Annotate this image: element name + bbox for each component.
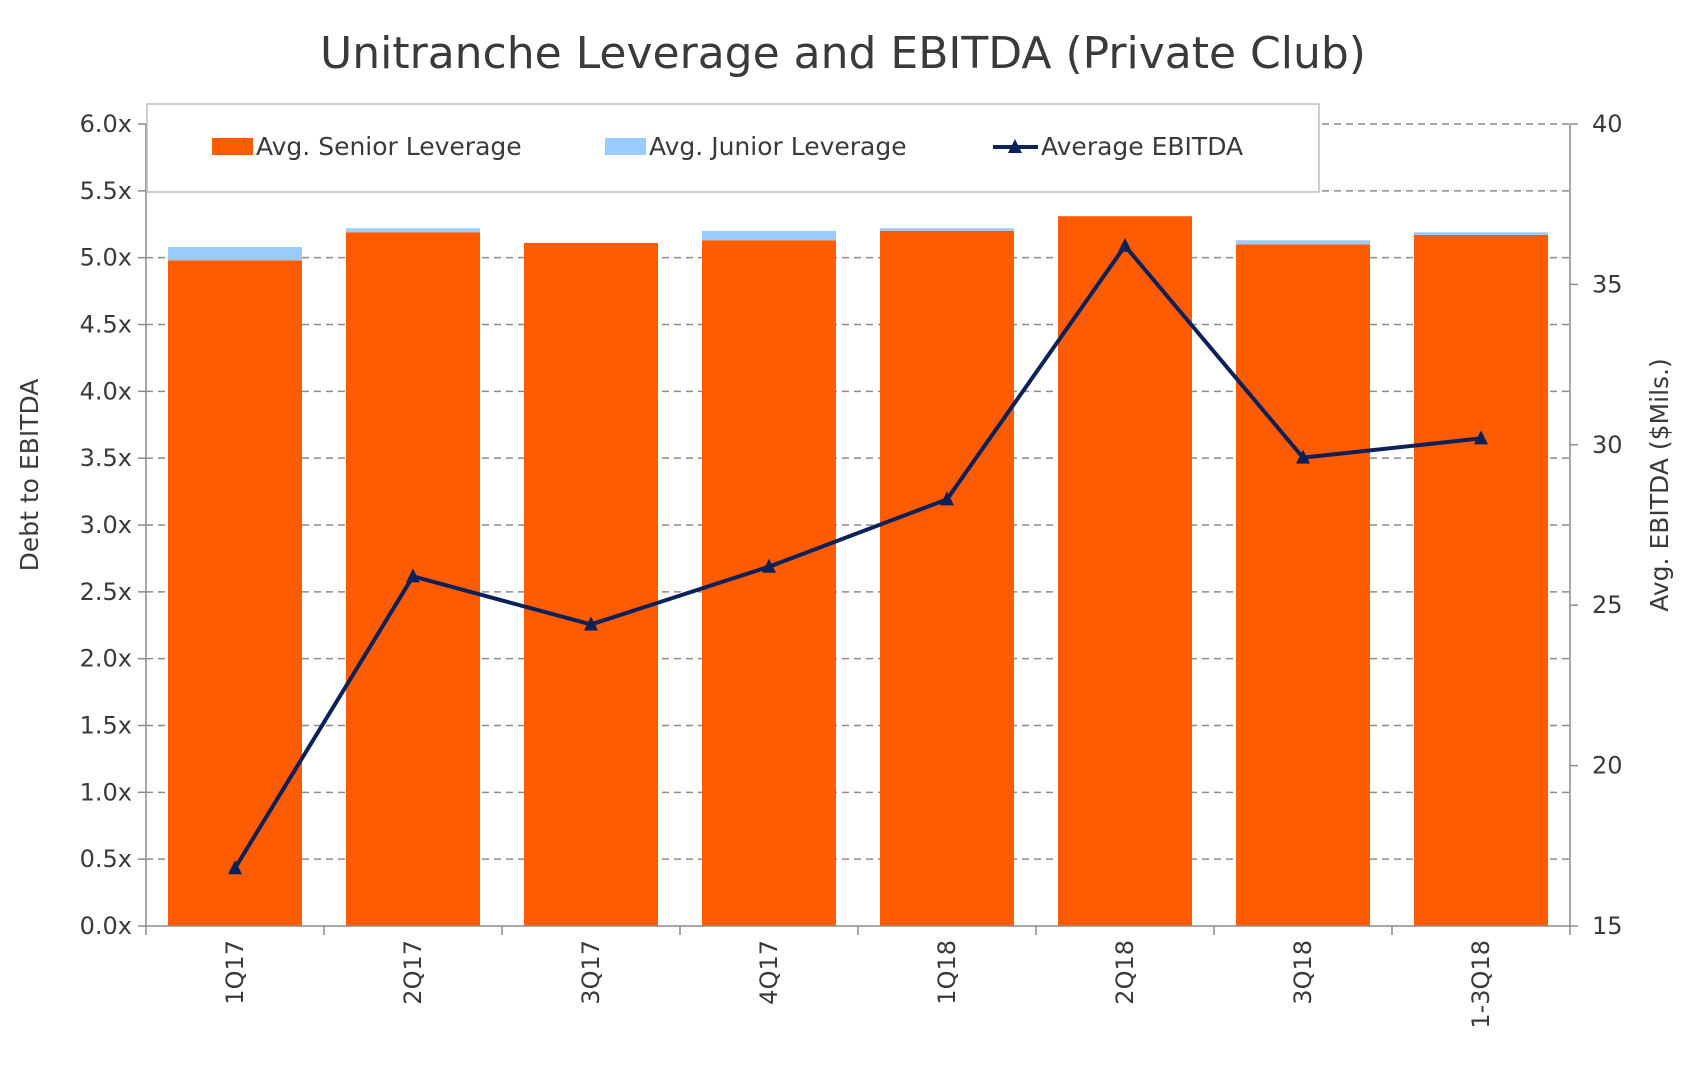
bar-junior-leverage <box>1236 240 1370 245</box>
x-tick-label: 3Q18 <box>1289 940 1317 1005</box>
legend-label-junior: Avg. Junior Leverage <box>649 132 907 161</box>
bar-senior-leverage <box>880 230 1014 926</box>
x-tick-label: 1Q17 <box>221 940 249 1005</box>
bar-senior-leverage <box>524 242 658 927</box>
right-tick-label: 20 <box>1592 752 1623 780</box>
bar-senior-leverage <box>1058 216 1192 927</box>
bar-junior-leverage <box>346 228 480 233</box>
left-tick-label: 4.0x <box>80 377 132 405</box>
left-tick-label: 1.0x <box>80 778 132 806</box>
left-tick-label: 5.5x <box>80 177 132 205</box>
left-tick-label: 6.0x <box>80 110 132 138</box>
bar-senior-leverage <box>168 260 302 927</box>
ebitda-point <box>1474 430 1488 445</box>
ebitda-point <box>1118 237 1132 252</box>
ebitda-point <box>584 616 598 631</box>
x-tick-label: 2Q17 <box>399 940 427 1005</box>
right-tick-label: 15 <box>1592 912 1623 940</box>
ebitda-point <box>228 860 242 875</box>
x-tick-label: 4Q17 <box>755 940 783 1005</box>
left-tick-label: 1.5x <box>80 712 132 740</box>
x-tick-label: 3Q17 <box>577 940 605 1005</box>
bar-junior-leverage <box>1414 232 1548 235</box>
bar-junior-leverage <box>168 246 302 261</box>
right-tick-label: 30 <box>1592 431 1623 459</box>
ebitda-point <box>762 558 776 573</box>
bar-senior-leverage <box>1414 234 1548 926</box>
left-tick-label: 2.5x <box>80 578 132 606</box>
legend-label-senior: Avg. Senior Leverage <box>256 132 522 161</box>
left-tick-label: 4.5x <box>80 311 132 339</box>
ebitda-line <box>233 243 1482 870</box>
legend-box <box>146 103 1320 193</box>
legend-label-ebitda: Average EBITDA <box>1041 132 1243 161</box>
left-tick-label: 3.0x <box>80 511 132 539</box>
left-tick-label: 2.0x <box>80 645 132 673</box>
right-axis-title: Avg. EBITDA ($Mils.) <box>1645 358 1674 612</box>
bar-junior-leverage <box>880 228 1014 231</box>
x-tick-label: 1Q18 <box>933 940 961 1005</box>
ebitda-point <box>940 491 954 506</box>
legend-swatch-junior <box>605 138 646 155</box>
right-tick-label: 35 <box>1592 270 1623 298</box>
legend-swatch-senior <box>212 138 253 155</box>
left-tick-label: 5.0x <box>80 244 132 272</box>
left-axis-title: Debt to EBITDA <box>15 379 44 572</box>
x-tick-label: 1-3Q18 <box>1467 940 1495 1029</box>
x-tick-label: 2Q18 <box>1111 940 1139 1005</box>
ebitda-point <box>1296 449 1310 464</box>
left-tick-label: 3.5x <box>80 444 132 472</box>
left-tick-label: 0.0x <box>80 912 132 940</box>
legend-marker-ebitda <box>1008 139 1022 153</box>
right-tick-label: 25 <box>1592 591 1623 619</box>
bar-junior-leverage <box>702 230 836 241</box>
bar-senior-leverage <box>1236 244 1370 927</box>
chart-title: Unitranche Leverage and EBITDA (Private … <box>320 28 1366 79</box>
ebitda-point <box>406 568 420 583</box>
left-tick-label: 0.5x <box>80 845 132 873</box>
right-tick-label: 40 <box>1592 110 1623 138</box>
